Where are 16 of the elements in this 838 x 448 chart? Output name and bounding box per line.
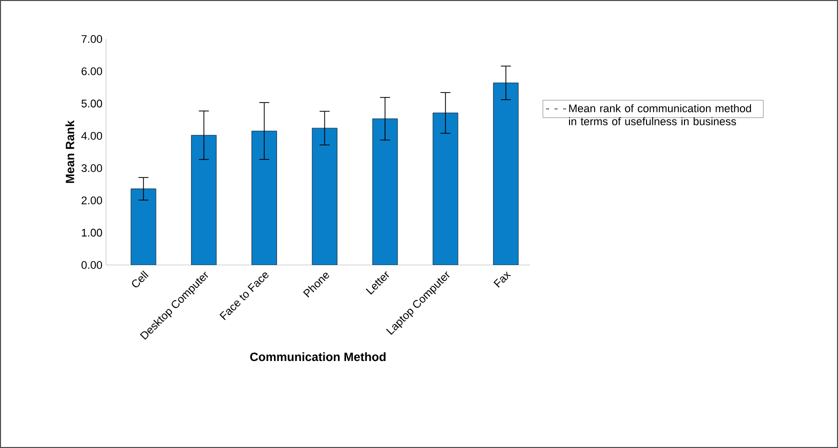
x-tick-label: Fax [494,271,512,288]
bar [191,135,217,265]
bar [312,128,338,265]
y-tick-label: 7.00 [82,35,102,43]
legend-label: Mean rank of communication method in terms of usefulness in business [569,104,751,126]
y-tick-label: 4.00 [81,132,102,140]
y-tick-label: 6.00 [82,67,102,76]
y-axis-title: Mean Rank [65,120,74,183]
y-tick-label: 0.00 [82,261,102,269]
y-tick-label: 3.00 [82,164,102,172]
y-tick-label: 5.00 [82,100,102,108]
x-axis-title: Communication Method [250,352,386,362]
bar [372,118,398,265]
y-tick-label: 1.00 [82,228,102,237]
x-tick-label: Cell [132,270,149,288]
y-tick-label: 2.00 [82,196,102,204]
